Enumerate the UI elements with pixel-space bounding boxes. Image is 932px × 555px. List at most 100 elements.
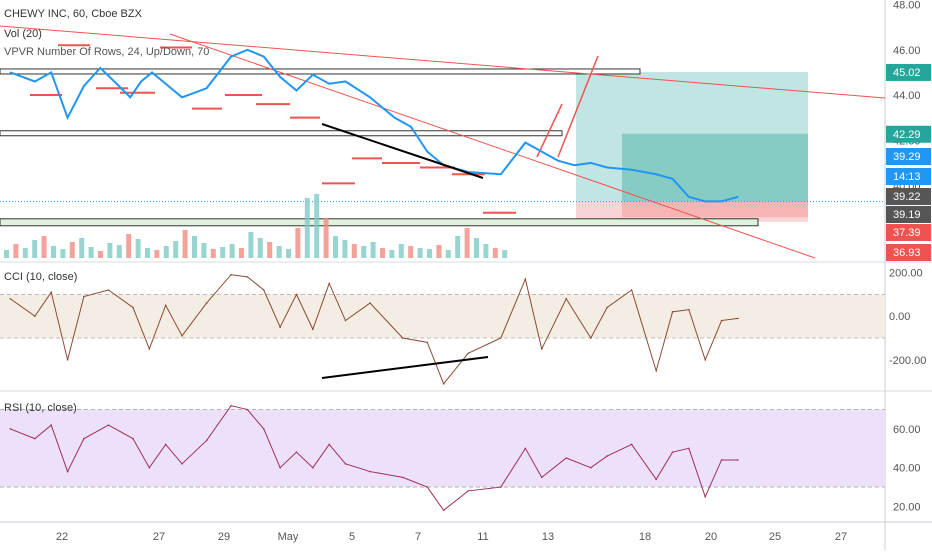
- cci-legend[interactable]: CCI (10, close): [4, 271, 78, 283]
- price-point: [589, 162, 592, 164]
- price-badge: [886, 224, 931, 241]
- price-badge-label: 37.39: [893, 227, 921, 239]
- cci-point: [671, 311, 674, 313]
- volume-bar: [51, 246, 56, 258]
- volume-bar: [4, 250, 9, 258]
- volume-bar: [380, 248, 385, 258]
- vpvr-legend[interactable]: VPVR Number Of Rows, 24, Up/Down, 70: [4, 46, 210, 58]
- price-point: [34, 80, 36, 83]
- volume-bar: [445, 250, 451, 258]
- price-badge-label: 45.02: [893, 67, 921, 79]
- rsi-point: [426, 486, 429, 488]
- time-axis-tick: 5: [349, 531, 355, 543]
- price-point: [99, 67, 102, 69]
- time-axis-tick: 20: [705, 531, 717, 543]
- volume-bar: [88, 247, 94, 258]
- volume-bar: [464, 228, 470, 258]
- rsi-point: [181, 463, 183, 465]
- volume-bar: [220, 247, 226, 258]
- time-axis-tick: May: [278, 531, 299, 543]
- price-point: [230, 55, 232, 58]
- volume-bar: [135, 239, 141, 258]
- rsi-point: [540, 476, 543, 479]
- price-point: [688, 196, 690, 198]
- cci-point: [312, 328, 314, 331]
- price-point: [426, 150, 429, 153]
- rsi-point: [589, 466, 592, 469]
- volume-bar: [257, 238, 263, 258]
- rsi-point: [132, 437, 134, 440]
- price-badge-label: 39.22: [893, 191, 921, 203]
- volume-bar: [323, 218, 329, 258]
- price-point: [246, 48, 249, 51]
- symbol-legend[interactable]: CHEWY INC, 60, Cboe BZX: [4, 8, 142, 20]
- rsi-point: [230, 404, 232, 407]
- price-point: [606, 166, 608, 169]
- volume-bar: [182, 230, 188, 258]
- projection-line-2: [557, 55, 599, 158]
- volume-bar: [408, 246, 414, 258]
- cci-axis-tick: 200.00: [889, 268, 923, 280]
- rsi-point: [279, 466, 281, 469]
- cci-point: [720, 319, 723, 322]
- profit-zone-inner: [622, 133, 808, 202]
- price-point: [671, 177, 674, 180]
- cci-point: [540, 348, 543, 350]
- rsi-band: [0, 409, 885, 488]
- volume-bar: [314, 194, 320, 258]
- rsi-point: [565, 457, 568, 459]
- volume-bar: [483, 244, 489, 258]
- volume-bar: [69, 242, 75, 258]
- volume-bar: [116, 245, 122, 258]
- volume-bar: [427, 249, 432, 258]
- price-point: [312, 73, 314, 76]
- time-axis-tick: 27: [835, 531, 847, 543]
- cci-point: [181, 335, 183, 337]
- price-badge: [886, 148, 931, 165]
- time-axis-tick: 13: [542, 531, 554, 543]
- volume-bar: [41, 236, 47, 258]
- cci-point: [50, 291, 53, 293]
- volume-bar: [492, 248, 498, 258]
- price-point: [500, 173, 502, 176]
- price-badge-label: 39.29: [893, 151, 921, 163]
- cci-point: [230, 273, 232, 276]
- price-point: [737, 196, 739, 198]
- rsi-point: [401, 476, 404, 479]
- cci-point: [369, 302, 371, 304]
- price-point: [328, 82, 330, 85]
- price-badge: [886, 63, 931, 81]
- rsi-point: [66, 470, 69, 473]
- volume-bar: [145, 248, 150, 258]
- rsi-point: [524, 447, 527, 450]
- volume-bar: [154, 250, 160, 258]
- rsi-point: [500, 486, 502, 488]
- volume-bar: [173, 241, 179, 258]
- price-point: [369, 96, 371, 99]
- projection-line-1: [536, 103, 563, 158]
- cci-band: [0, 294, 885, 338]
- cci-point: [328, 282, 330, 285]
- price-point: [655, 173, 657, 176]
- rsi-legend[interactable]: RSI (10, close): [4, 402, 77, 414]
- price-point: [66, 116, 69, 119]
- price-point: [83, 85, 85, 87]
- rsi-point: [630, 443, 633, 446]
- rsi-point: [205, 439, 208, 442]
- cci-axis-tick: -200.00: [889, 355, 926, 367]
- time-axis-tick: 18: [639, 531, 651, 543]
- rsi-point: [246, 408, 249, 411]
- cci-point: [83, 295, 85, 298]
- rsi-point: [262, 428, 265, 430]
- volume-bar: [22, 248, 28, 258]
- cci-point: [132, 306, 134, 309]
- volume-bar: [361, 246, 367, 258]
- price-point: [262, 55, 265, 58]
- volume-bar: [295, 228, 301, 258]
- volume-legend[interactable]: Vol (20): [4, 28, 42, 40]
- cci-point: [344, 319, 347, 322]
- cci-point: [148, 348, 151, 350]
- cci-point: [426, 341, 429, 344]
